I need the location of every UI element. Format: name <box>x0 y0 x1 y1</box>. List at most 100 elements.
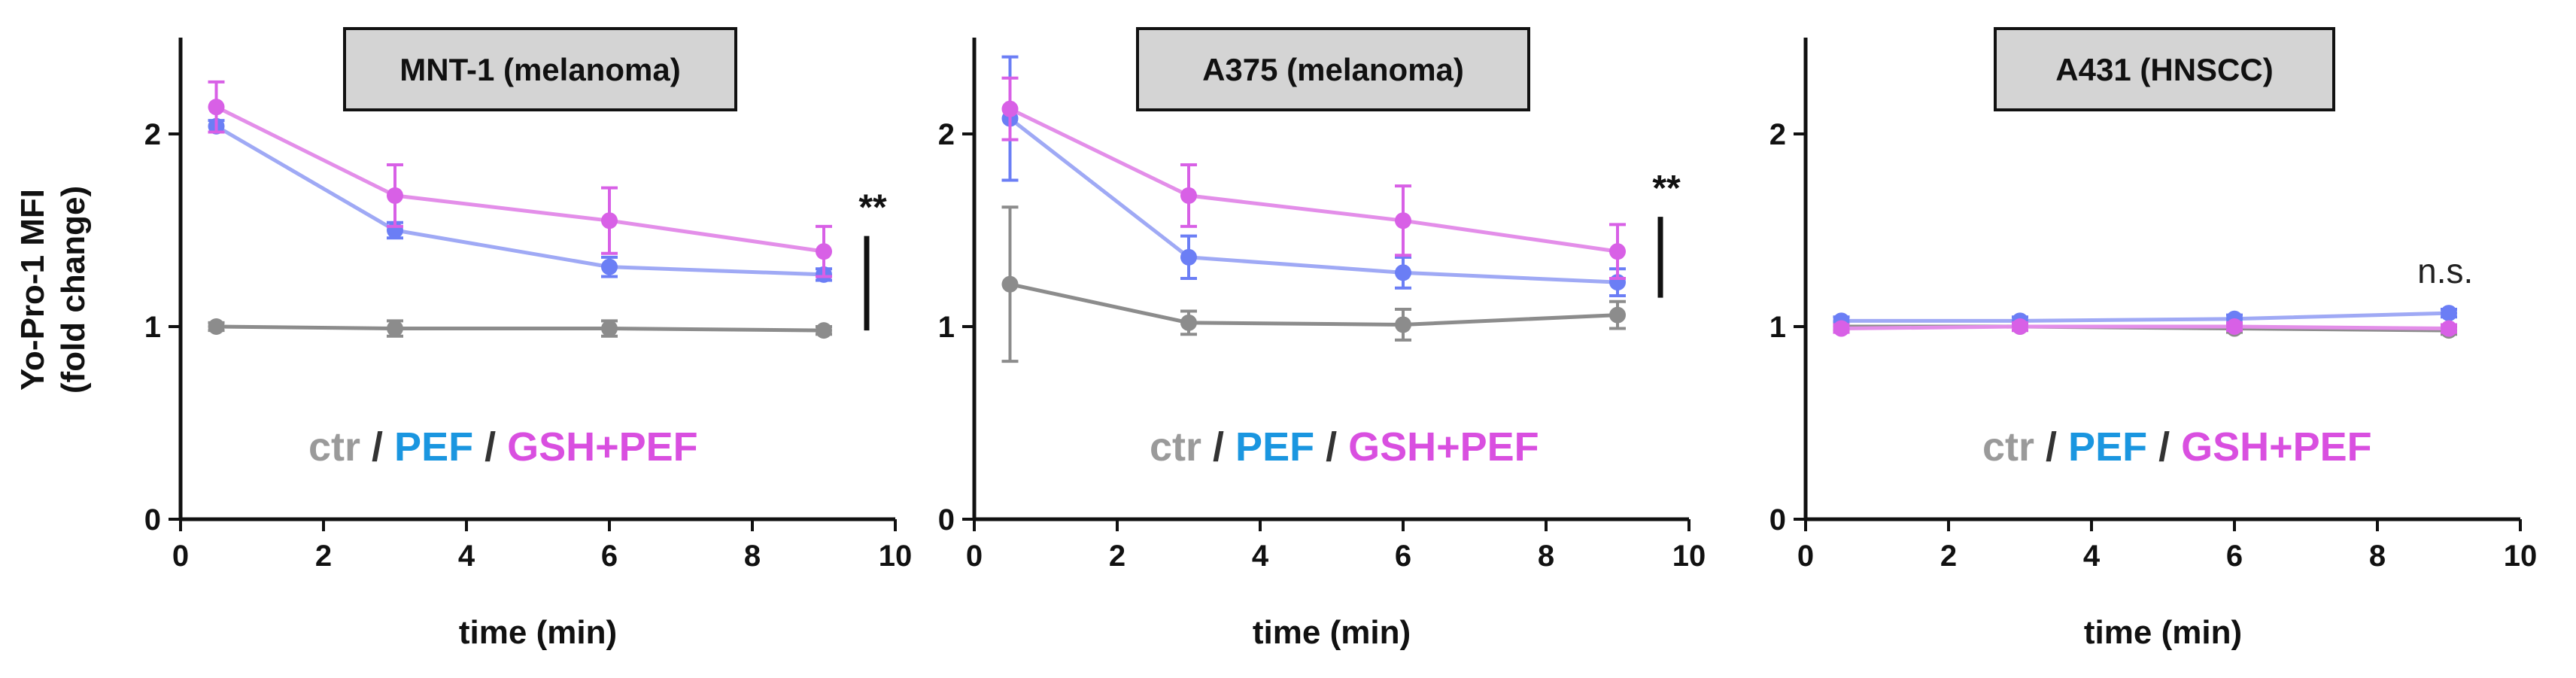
chart-panel-3: 0 2 4 6 8 10 0 1 2 time (min) A431 (HNSCC) ctr / PE… <box>1769 27 2538 651</box>
x-tick-label: 0 <box>966 540 983 573</box>
y-tick-label: 2 <box>938 118 955 151</box>
significance-annotation: n.s. <box>2417 251 2473 290</box>
y-axis-label-line1: Yo-Pro-1 MFI <box>14 189 51 391</box>
series-line <box>1841 311 2450 323</box>
x-tick-label: 8 <box>1538 540 1554 573</box>
data-point <box>1609 243 1626 260</box>
legend: ctr / PEF / GSH+PEF <box>1982 424 2372 470</box>
x-tick-label: 2 <box>1109 540 1125 573</box>
chart-panel-2: 0 2 4 6 8 10 0 1 2 time (min) A375 (melanoma) ctr /… <box>938 27 1706 651</box>
data-point <box>208 99 225 116</box>
legend-entry: GSH+PEF <box>2181 424 2372 470</box>
legend-entry: / <box>473 424 507 470</box>
legend-entry: ctr <box>308 424 360 470</box>
data-point <box>601 212 618 230</box>
significance-annotation: ** <box>858 188 887 228</box>
y-tick-label: 0 <box>938 503 955 537</box>
legend: ctr / PEF / GSH+PEF <box>308 424 698 470</box>
legend-entry: PEF <box>394 424 473 470</box>
legend-entry: / <box>360 424 394 470</box>
series-line <box>216 324 825 333</box>
data-point <box>816 243 832 260</box>
y-tick-label: 1 <box>938 311 955 344</box>
data-point <box>1395 316 1411 333</box>
x-tick-label: 10 <box>2504 540 2538 573</box>
y-axis-label-line2: (fold change) <box>55 186 92 394</box>
legend-entry: / <box>2034 424 2068 470</box>
series-gsh-pef <box>1833 318 2457 337</box>
data-point <box>2012 318 2028 335</box>
data-point <box>1001 275 1019 293</box>
y-tick-label: 0 <box>1769 503 1786 537</box>
x-axis-label: time (min) <box>2084 614 2242 651</box>
chart-title-box <box>1994 27 2335 111</box>
x-tick-label: 6 <box>601 540 618 573</box>
x-tick-label: 0 <box>1797 540 1814 573</box>
data-point <box>1395 264 1411 281</box>
data-point <box>1180 314 1197 331</box>
series-pef <box>208 117 832 283</box>
x-tick-label: 6 <box>1395 540 1411 573</box>
series-ctr <box>1001 205 1626 363</box>
data-point <box>816 322 832 339</box>
x-tick-label: 4 <box>1252 540 1269 573</box>
series-gsh-pef <box>1001 76 1626 280</box>
chart-title-box <box>343 27 737 111</box>
x-tick-label: 2 <box>315 540 332 573</box>
data-point <box>601 320 618 337</box>
legend-entry: / <box>1201 424 1235 470</box>
y-tick-label: 0 <box>144 503 161 537</box>
x-tick-label: 4 <box>2083 540 2101 573</box>
data-point <box>208 318 225 335</box>
legend-entry: GSH+PEF <box>1348 424 1539 470</box>
x-tick-label: 4 <box>458 540 475 573</box>
legend-entry: ctr <box>1150 424 1201 470</box>
data-point <box>2226 318 2243 335</box>
legend-entry: ctr <box>1982 424 2034 470</box>
data-point <box>2441 320 2457 337</box>
legend-entry: PEF <box>1235 424 1314 470</box>
x-axis-label: time (min) <box>459 614 617 651</box>
x-tick-label: 2 <box>1940 540 1957 573</box>
series-line <box>1008 117 1618 284</box>
x-tick-label: 10 <box>879 540 913 573</box>
y-tick-label: 1 <box>144 311 161 344</box>
series-line <box>1009 107 1618 254</box>
data-point <box>1833 320 1850 337</box>
chart-title-box <box>1136 27 1530 111</box>
series-line <box>1009 282 1618 327</box>
data-point <box>1001 100 1019 117</box>
x-tick-label: 0 <box>172 540 189 573</box>
data-point <box>1609 306 1626 324</box>
chart-panel-1: 0 2 4 6 8 10 0 1 2 time (min) MNT-1 (melanoma) ctr … <box>144 27 913 651</box>
series-line <box>215 105 825 254</box>
significance-annotation: ** <box>1652 169 1681 208</box>
x-tick-label: 8 <box>2369 540 2386 573</box>
x-tick-label: 6 <box>2226 540 2243 573</box>
legend: ctr / PEF / GSH+PEF <box>1150 424 1539 470</box>
chart-title: MNT-1 (melanoma) <box>399 52 680 87</box>
data-point <box>387 187 403 204</box>
chart-title: A375 (melanoma) <box>1202 52 1464 87</box>
legend-entry: / <box>1314 424 1348 470</box>
y-tick-label: 1 <box>1769 311 1786 344</box>
chart-title: A431 (HNSCC) <box>2055 52 2273 87</box>
data-point <box>2441 305 2457 322</box>
data-point <box>1180 187 1197 204</box>
y-tick-label: 2 <box>1769 118 1786 151</box>
legend-entry: PEF <box>2068 424 2147 470</box>
x-axis-label: time (min) <box>1253 614 1411 651</box>
series-line <box>1841 324 2450 331</box>
legend-entry: / <box>2147 424 2181 470</box>
y-tick-label: 2 <box>144 118 161 151</box>
data-point <box>1395 212 1411 230</box>
x-tick-label: 8 <box>744 540 761 573</box>
data-point <box>387 320 403 337</box>
legend-entry: GSH+PEF <box>507 424 698 470</box>
series-ctr <box>208 318 832 339</box>
series-line <box>215 124 825 277</box>
series-gsh-pef <box>208 80 832 278</box>
y-axis-label: Yo-Pro-1 MFI (fold change) <box>14 186 92 394</box>
